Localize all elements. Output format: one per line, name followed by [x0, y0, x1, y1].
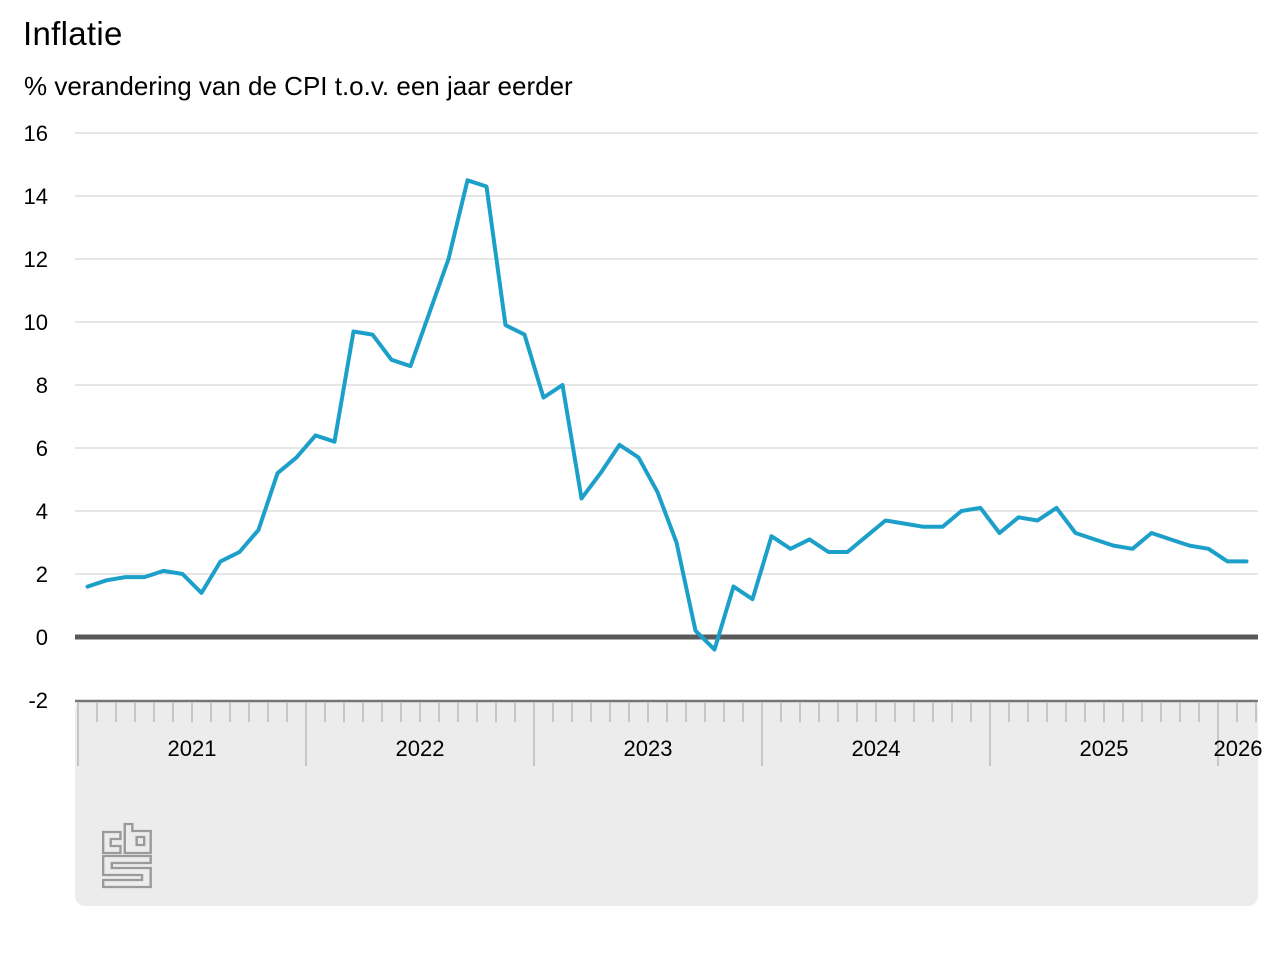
x-axis-year-label: 2023	[624, 736, 673, 761]
x-axis-year-label: 2021	[168, 736, 217, 761]
y-axis-label: 10	[24, 310, 48, 335]
y-axis-label: 14	[24, 184, 48, 209]
y-axis-label: 6	[36, 436, 48, 461]
cbs-logo-letter-b	[123, 822, 152, 855]
x-axis-year-label: 2024	[852, 736, 901, 761]
chart-subtitle: % verandering van de CPI t.o.v. een jaar…	[24, 71, 573, 101]
x-axis-band: 2021 2022 2023 2024 2025 2026	[75, 699, 1263, 906]
cbs-logo-letter-c	[101, 830, 122, 855]
axis-band-background	[75, 700, 1258, 906]
y-axis-label: 4	[36, 499, 48, 524]
gridlines: 16 14 12 10 8 6 4 2 0 -2	[24, 121, 1258, 713]
y-axis-label: 2	[36, 562, 48, 587]
x-axis-year-label: 2026	[1214, 736, 1263, 761]
y-axis-label: 0	[36, 625, 48, 650]
cbs-logo	[101, 822, 152, 889]
inflation-line-series	[85, 178, 1249, 652]
y-axis-label: 16	[24, 121, 48, 146]
x-axis-year-label: 2022	[396, 736, 445, 761]
x-axis-year-label: 2025	[1080, 736, 1129, 761]
y-axis-label: -2	[28, 688, 48, 713]
cbs-logo-letter-b-counter	[135, 835, 146, 847]
y-axis-label: 12	[24, 247, 48, 272]
y-axis-label: 8	[36, 373, 48, 398]
chart-title: Inflatie	[23, 15, 123, 52]
cbs-logo-letter-s	[101, 854, 152, 889]
inflation-line	[85, 178, 1249, 652]
